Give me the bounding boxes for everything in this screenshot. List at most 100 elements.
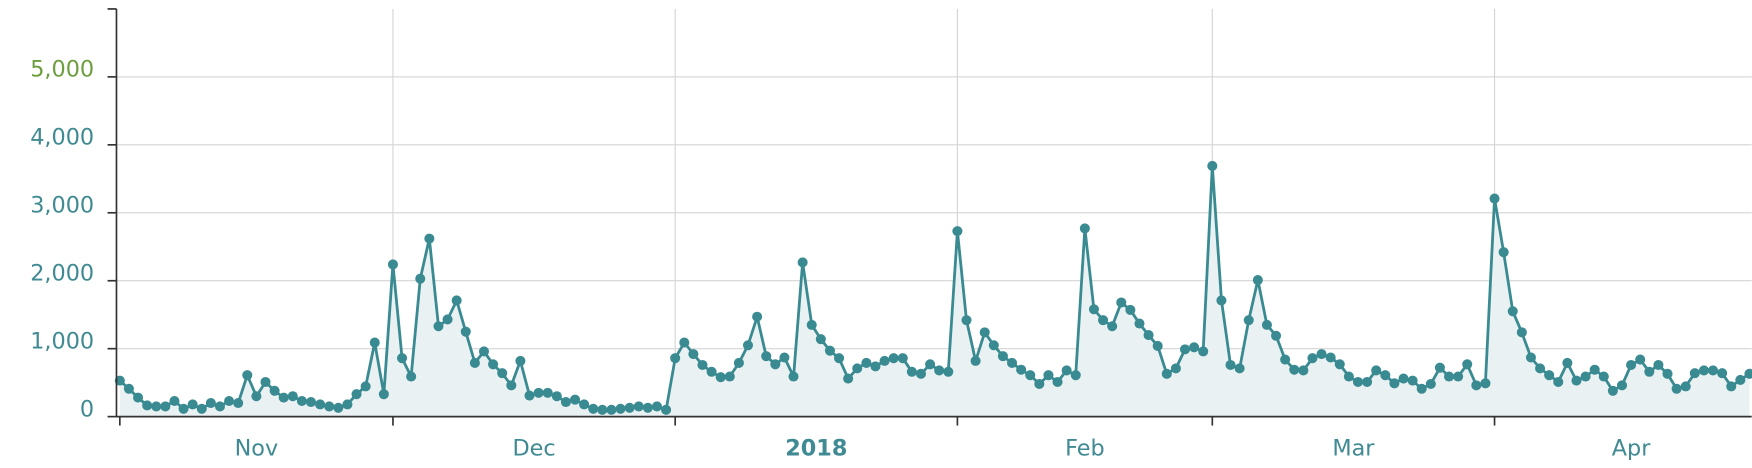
data-point bbox=[624, 402, 635, 413]
data-point bbox=[661, 404, 672, 415]
data-point bbox=[1198, 346, 1209, 357]
data-point bbox=[269, 385, 280, 396]
data-point bbox=[906, 366, 917, 377]
data-point bbox=[351, 389, 362, 400]
data-point bbox=[934, 365, 945, 376]
data-point bbox=[997, 351, 1008, 362]
data-point bbox=[642, 402, 653, 413]
x-tick-label: Mar bbox=[1332, 436, 1375, 462]
data-point bbox=[897, 353, 908, 364]
data-point bbox=[1189, 342, 1200, 353]
data-point bbox=[1325, 352, 1336, 363]
data-point bbox=[387, 259, 398, 270]
data-point bbox=[943, 366, 954, 377]
y-tick-label: 5,000 bbox=[30, 57, 94, 83]
y-tick-label: 4,000 bbox=[30, 125, 94, 151]
data-point bbox=[1052, 376, 1063, 387]
data-point bbox=[797, 257, 808, 268]
data-point bbox=[1489, 193, 1500, 204]
data-point bbox=[1416, 383, 1427, 394]
data-point bbox=[1671, 383, 1682, 394]
data-point bbox=[597, 404, 608, 415]
data-point bbox=[133, 392, 144, 403]
data-point bbox=[733, 357, 744, 368]
data-point bbox=[1389, 378, 1400, 389]
data-point bbox=[1453, 371, 1464, 382]
data-point bbox=[1170, 363, 1181, 374]
data-point bbox=[742, 340, 754, 351]
data-point bbox=[788, 371, 799, 382]
data-point bbox=[670, 353, 681, 364]
data-point bbox=[1016, 364, 1027, 375]
data-point bbox=[988, 340, 999, 351]
data-point bbox=[442, 314, 453, 325]
data-point bbox=[1043, 370, 1054, 381]
data-point bbox=[296, 395, 307, 407]
data-point bbox=[1653, 359, 1664, 371]
data-point bbox=[852, 363, 863, 374]
data-point bbox=[397, 353, 408, 364]
data-point bbox=[178, 403, 189, 414]
data-point bbox=[761, 351, 772, 362]
data-point bbox=[1544, 370, 1555, 381]
data-point bbox=[305, 396, 317, 408]
data-point bbox=[1498, 247, 1509, 258]
data-point bbox=[1607, 385, 1618, 396]
y-tick-label: 0 bbox=[80, 396, 94, 422]
data-point bbox=[478, 346, 490, 357]
data-point bbox=[1635, 354, 1646, 365]
data-point bbox=[214, 401, 225, 412]
data-point bbox=[1616, 380, 1628, 391]
data-point bbox=[979, 327, 990, 338]
data-point bbox=[433, 321, 444, 332]
data-point bbox=[1161, 368, 1172, 379]
data-point bbox=[1034, 378, 1045, 390]
data-point bbox=[1152, 340, 1163, 351]
data-point bbox=[460, 326, 471, 337]
data-point bbox=[1061, 365, 1072, 376]
data-point bbox=[369, 337, 380, 348]
data-point bbox=[1516, 327, 1527, 338]
data-point bbox=[1726, 381, 1737, 392]
data-point bbox=[451, 295, 462, 306]
data-point bbox=[806, 319, 817, 330]
data-point bbox=[1252, 275, 1263, 286]
data-point bbox=[1434, 362, 1445, 373]
data-point bbox=[779, 352, 790, 363]
data-point bbox=[260, 376, 271, 387]
data-point bbox=[834, 353, 845, 364]
data-point bbox=[169, 395, 180, 407]
data-point bbox=[1553, 376, 1564, 387]
data-point bbox=[488, 359, 499, 370]
data-point bbox=[1571, 375, 1582, 386]
data-point bbox=[1708, 365, 1719, 376]
data-point bbox=[1644, 366, 1655, 377]
data-point bbox=[560, 396, 571, 408]
data-point bbox=[925, 359, 936, 370]
data-point bbox=[706, 366, 717, 377]
data-point bbox=[1134, 318, 1145, 329]
data-point bbox=[1535, 363, 1546, 374]
data-point bbox=[415, 273, 426, 284]
data-point bbox=[342, 399, 353, 410]
y-tick-label: 2,000 bbox=[30, 261, 94, 287]
data-point bbox=[406, 371, 417, 382]
data-point bbox=[324, 401, 335, 412]
data-point bbox=[469, 357, 480, 368]
data-point bbox=[1143, 330, 1154, 341]
data-point bbox=[196, 403, 207, 414]
data-point bbox=[1744, 368, 1752, 379]
data-point bbox=[824, 345, 835, 356]
data-point bbox=[524, 390, 535, 401]
data-point bbox=[815, 334, 826, 345]
data-point bbox=[1179, 344, 1191, 355]
data-point bbox=[1225, 359, 1236, 371]
data-point bbox=[1425, 378, 1436, 390]
data-point bbox=[1107, 321, 1118, 332]
data-point bbox=[606, 404, 617, 415]
data-point bbox=[542, 387, 553, 398]
data-point bbox=[888, 353, 899, 364]
data-point bbox=[142, 400, 153, 411]
data-point bbox=[1717, 368, 1728, 379]
